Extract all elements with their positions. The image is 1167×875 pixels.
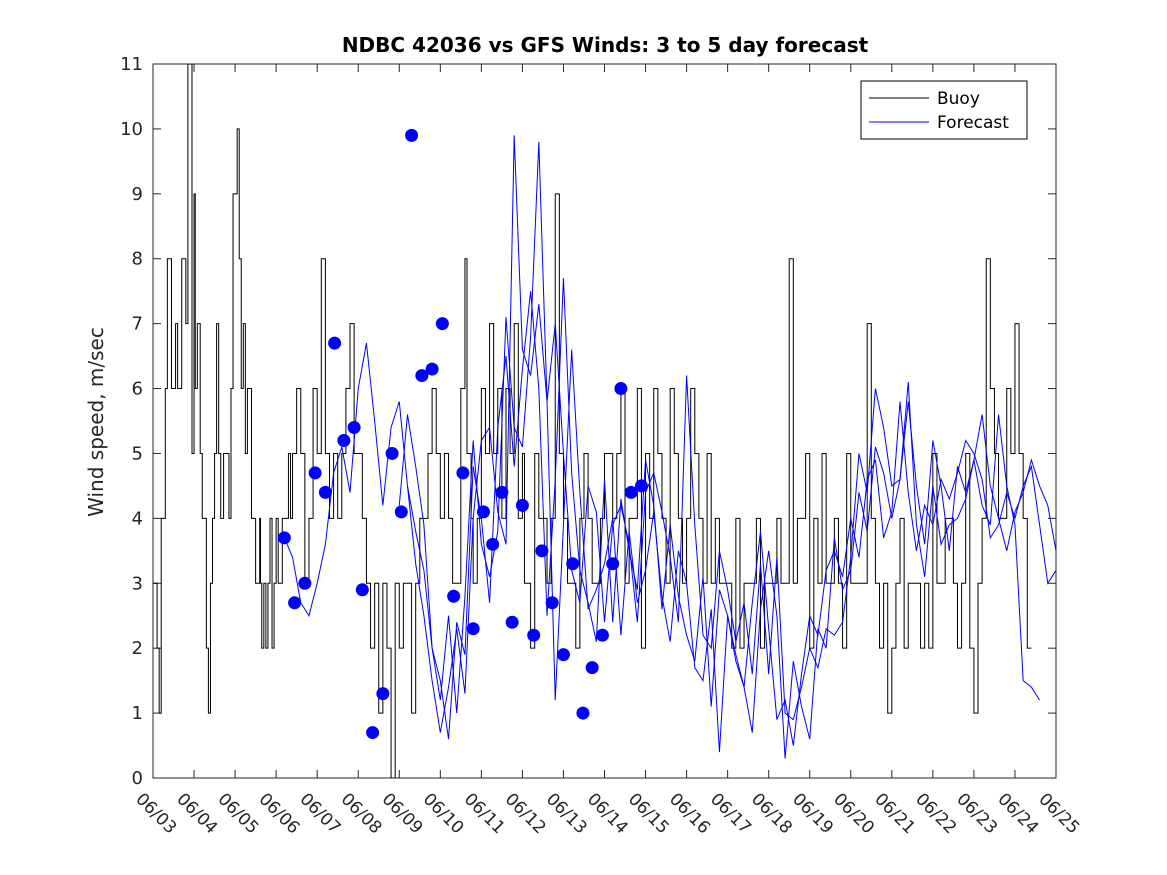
forecast-marker [425, 362, 439, 376]
forecast-marker [435, 317, 449, 331]
forecast-marker [328, 336, 342, 350]
y-tick-label: 9 [132, 184, 143, 205]
forecast-marker [614, 382, 628, 396]
y-tick-label: 7 [132, 314, 143, 335]
buoy-series-line [153, 64, 1032, 778]
forecast-marker [515, 498, 529, 512]
forecast-marker [277, 531, 291, 545]
y-axis-label: Wind speed, m/sec [84, 327, 108, 517]
forecast-marker [466, 622, 480, 636]
forecast-series-line-1 [283, 135, 1041, 733]
y-tick-label: 3 [132, 573, 143, 594]
forecast-marker [486, 537, 500, 551]
forecast-marker [347, 420, 361, 434]
y-tick-label: 10 [120, 119, 143, 140]
legend: Buoy Forecast [860, 80, 1028, 140]
forecast-marker [385, 446, 399, 460]
forecast-marker [634, 479, 648, 493]
y-tick-labels: 0 1 2 3 4 5 6 7 8 9 10 11 [120, 54, 143, 789]
forecast-marker [298, 576, 312, 590]
y-tick-label: 6 [132, 379, 143, 400]
forecast-marker [535, 544, 549, 558]
forecast-marker [576, 706, 590, 720]
y-tick-label: 5 [132, 443, 143, 464]
forecast-marker [556, 648, 570, 662]
forecast-marker [318, 485, 332, 499]
y-tick-label: 8 [132, 249, 143, 270]
forecast-marker [606, 557, 620, 571]
forecast-marker [366, 726, 380, 740]
forecast-marker [585, 661, 599, 675]
forecast-marker [447, 589, 461, 603]
y-tick-label: 4 [132, 508, 143, 529]
forecast-marker [288, 596, 302, 610]
y-tick-label: 0 [132, 768, 143, 789]
forecast-marker [476, 505, 490, 519]
forecast-marker [405, 128, 419, 142]
forecast-marker [394, 505, 408, 519]
legend-buoy-label: Buoy [937, 89, 980, 109]
y-tick-label: 1 [132, 703, 143, 724]
forecast-marker [595, 628, 609, 642]
forecast-marker [376, 687, 390, 701]
forecast-series-line-2 [406, 141, 1056, 759]
forecast-marker [415, 369, 429, 383]
legend-forecast-label: Forecast [937, 113, 1009, 133]
forecast-series-line-3 [398, 278, 1056, 746]
y-tick-label: 11 [120, 54, 143, 75]
forecast-marker [355, 583, 369, 597]
forecast-marker [337, 433, 351, 447]
forecast-marker [495, 485, 509, 499]
series-group [153, 64, 1056, 778]
forecast-marker [308, 466, 322, 480]
legend-box [860, 80, 1028, 140]
forecast-marker [505, 615, 519, 629]
axes-box [152, 63, 1057, 779]
forecast-marker [624, 485, 638, 499]
forecast-marker [566, 557, 580, 571]
plot-area [152, 63, 1057, 779]
chart-title: NDBC 42036 vs GFS Winds: 3 to 5 day fore… [342, 33, 869, 57]
forecast-marker [527, 628, 541, 642]
forecast-marker [545, 596, 559, 610]
y-tick-label: 2 [132, 638, 143, 659]
forecast-marker [456, 466, 470, 480]
